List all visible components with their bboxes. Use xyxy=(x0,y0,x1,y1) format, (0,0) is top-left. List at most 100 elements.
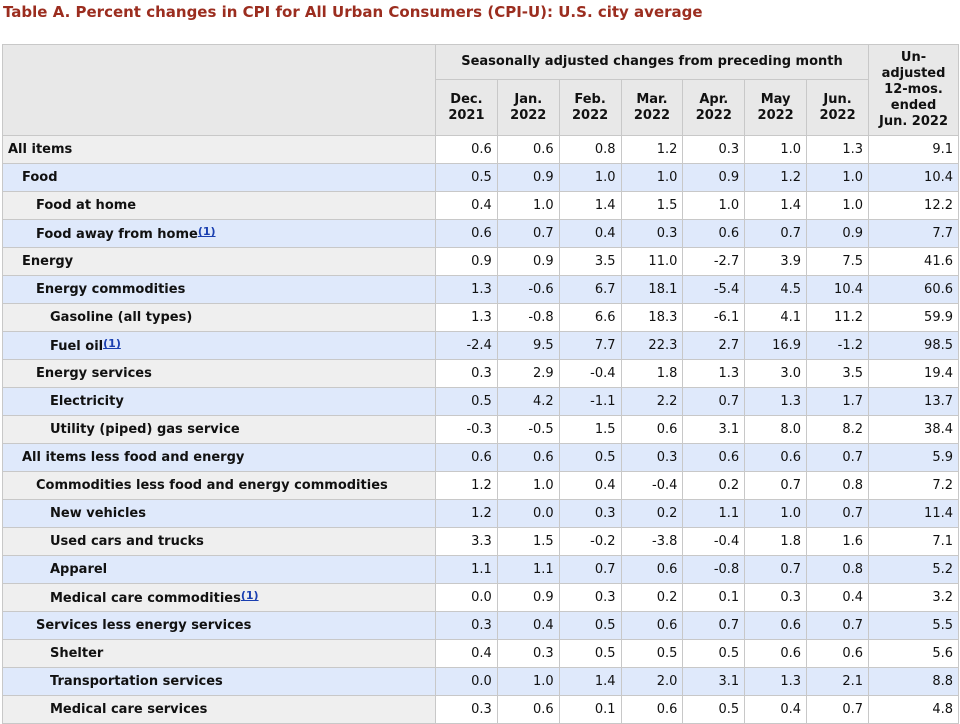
cell-value: 10.4 xyxy=(806,275,869,304)
group-header: Seasonally adjusted changes from precedi… xyxy=(435,44,869,80)
footnote-link[interactable]: (1) xyxy=(240,589,259,602)
cell-value: 1.0 xyxy=(496,191,560,220)
cell-value: 5.5 xyxy=(868,611,959,640)
cell-value: 0.1 xyxy=(682,583,746,612)
cell-value: 5.9 xyxy=(868,443,959,472)
cell-value: 1.3 xyxy=(806,135,869,164)
cell-value: 0.9 xyxy=(682,163,746,192)
header-line: 2022 xyxy=(633,107,671,123)
footnote-link[interactable]: (1) xyxy=(197,225,216,238)
cell-value: -0.2 xyxy=(558,527,622,556)
header-row: Seasonally adjusted changes from precedi… xyxy=(2,44,959,136)
cell-value: 1.2 xyxy=(744,163,808,192)
table-row: Food 0.5 0.9 1.0 1.0 0.9 1.2 1.0 10.4 xyxy=(2,163,959,192)
footnote-link[interactable]: (1) xyxy=(103,337,121,350)
month-header: Feb. 2022 xyxy=(558,79,622,136)
cell-value: 0.9 xyxy=(435,247,498,276)
cell-value: 0.3 xyxy=(435,611,498,640)
cell-value: 8.2 xyxy=(806,415,869,444)
row-label: Electricity xyxy=(2,387,436,416)
cell-value: 11.2 xyxy=(806,303,869,332)
cell-value: 7.7 xyxy=(868,219,959,248)
cell-value: 0.7 xyxy=(682,387,746,416)
cell-value: 1.8 xyxy=(744,527,808,556)
header-line: Jun. 2022 xyxy=(879,114,948,129)
header-line: 2022 xyxy=(819,107,856,123)
cell-value: 1.0 xyxy=(620,163,684,192)
table-row: Fuel oil(1) -2.4 9.5 7.7 22.3 2.7 16.9 -1.2 98.5 xyxy=(2,331,959,360)
cell-value: 1.3 xyxy=(744,667,808,696)
month-header: Jan. 2022 xyxy=(496,79,560,136)
table-row: Used cars and trucks 3.3 1.5 -0.2 -3.8 -0.4 1.… xyxy=(2,527,959,556)
row-label: Energy services xyxy=(2,359,436,388)
cell-value: 0.7 xyxy=(806,443,869,472)
cell-value: 0.6 xyxy=(435,219,498,248)
cell-value: 0.5 xyxy=(435,163,498,192)
cell-value: 1.0 xyxy=(806,163,869,192)
cell-value: 0.9 xyxy=(496,247,560,276)
cell-value: 3.3 xyxy=(435,527,498,556)
cell-value: -0.4 xyxy=(620,471,684,500)
cell-value: 1.4 xyxy=(744,191,808,220)
cell-value: 3.1 xyxy=(682,415,746,444)
cell-value: 0.7 xyxy=(806,499,869,528)
cell-value: 0.4 xyxy=(496,611,560,640)
table-header: Seasonally adjusted changes from precedi… xyxy=(2,44,959,136)
cell-value: 3.1 xyxy=(682,667,746,696)
cell-value: 0.6 xyxy=(806,639,869,668)
row-label-text: Medical care services xyxy=(50,702,208,717)
row-label-text: Food away from home xyxy=(36,227,198,242)
cell-value: 0.5 xyxy=(558,639,622,668)
cell-value: 1.2 xyxy=(620,135,684,164)
cell-value: 0.8 xyxy=(806,471,869,500)
row-label: All items xyxy=(2,135,436,164)
header-line: Jan. xyxy=(514,91,543,107)
month-header: Dec. 2021 xyxy=(435,79,498,136)
cell-value: 0.7 xyxy=(744,555,808,584)
table-row: Shelter 0.4 0.3 0.5 0.5 0.5 0.6 0.6 5.6 xyxy=(2,639,959,668)
header-line: 12-mos. xyxy=(884,82,943,97)
cell-value: 4.5 xyxy=(744,275,808,304)
row-label-text: All items less food and energy xyxy=(22,450,245,465)
table-row: Commodities less food and energy commodi… xyxy=(2,471,959,500)
unadjusted-header: Un-adjusted 12-mos. ended Jun. 2022 xyxy=(868,44,959,136)
table-row: Gasoline (all types) 1.3 -0.8 6.6 18.3 -6.1 4.… xyxy=(2,303,959,332)
cell-value: 22.3 xyxy=(620,331,684,360)
cell-value: 3.5 xyxy=(806,359,869,388)
cell-value: 0.9 xyxy=(806,219,869,248)
cell-value: 1.1 xyxy=(496,555,560,584)
cell-value: 0.2 xyxy=(620,583,684,612)
row-label: Food xyxy=(2,163,436,192)
cell-value: 0.5 xyxy=(558,443,622,472)
cell-value: 1.4 xyxy=(558,191,622,220)
cell-value: 7.2 xyxy=(868,471,959,500)
cell-value: 0.4 xyxy=(744,695,808,724)
table-title: Table A. Percent changes in CPI for All … xyxy=(3,3,703,21)
row-label-text: Apparel xyxy=(50,562,108,577)
row-label: Transportation services xyxy=(2,667,436,696)
cell-value: 0.7 xyxy=(806,695,869,724)
cell-value: 0.6 xyxy=(620,555,684,584)
cell-value: 2.9 xyxy=(496,359,560,388)
cell-value: -5.4 xyxy=(682,275,746,304)
row-label: Used cars and trucks xyxy=(2,527,436,556)
cell-value: -0.8 xyxy=(496,303,560,332)
cell-value: 1.0 xyxy=(558,163,622,192)
cell-value: 0.9 xyxy=(496,583,560,612)
row-label: Food at home xyxy=(2,191,436,220)
cell-value: 0.4 xyxy=(435,639,498,668)
cell-value: 0.0 xyxy=(435,583,498,612)
cell-value: 0.5 xyxy=(435,387,498,416)
cell-value: 0.0 xyxy=(435,667,498,696)
row-label-text: Transportation services xyxy=(50,674,223,689)
cell-value: 0.3 xyxy=(620,219,684,248)
cell-value: 1.2 xyxy=(435,471,498,500)
cell-value: 10.4 xyxy=(868,163,959,192)
table-row: Medical care commodities(1) 0.0 0.9 0.3 0.2 0… xyxy=(2,583,959,612)
row-label: Shelter xyxy=(2,639,436,668)
cell-value: 0.3 xyxy=(435,695,498,724)
cell-value: 3.5 xyxy=(558,247,622,276)
cell-value: 1.3 xyxy=(435,275,498,304)
row-label: All items less food and energy xyxy=(2,443,436,472)
cell-value: 0.6 xyxy=(620,415,684,444)
